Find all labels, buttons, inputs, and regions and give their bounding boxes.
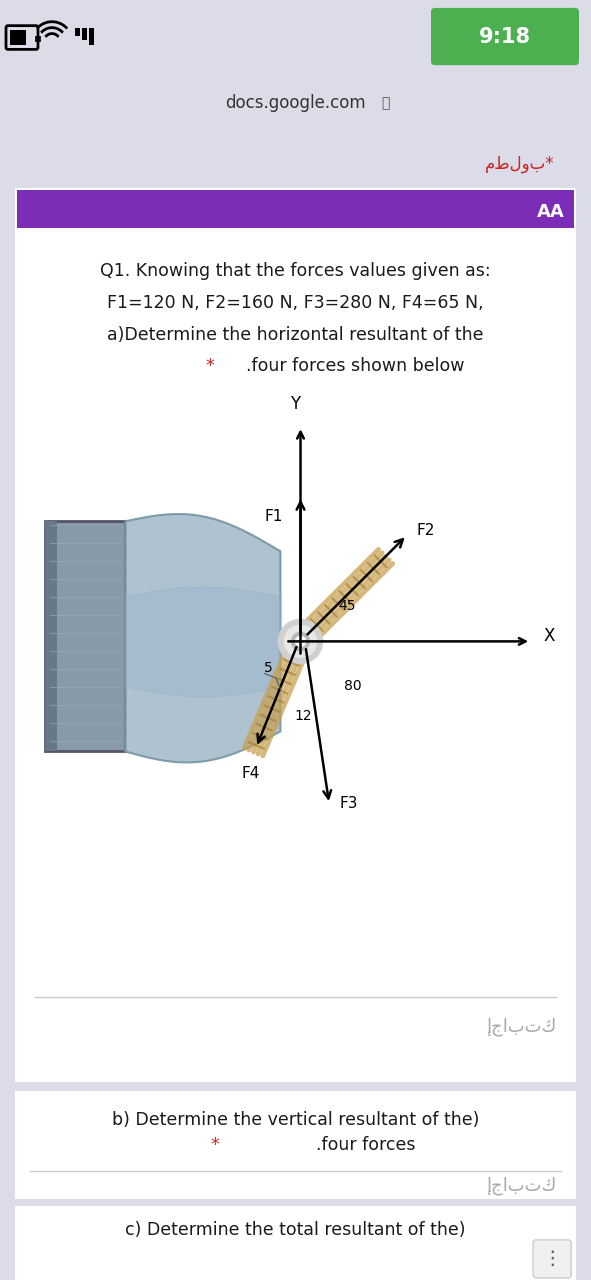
Text: AA: AA [537,204,564,221]
Text: Q1. Knowing that the forces values given as:: Q1. Knowing that the forces values given… [100,262,491,280]
Text: 45: 45 [339,599,356,613]
Text: 9:18: 9:18 [479,27,531,46]
Text: a)Determine the horizontal resultant of the: a)Determine the horizontal resultant of … [107,326,484,344]
FancyBboxPatch shape [7,180,584,1089]
Polygon shape [125,515,281,763]
Text: إجابتك: إجابتك [486,1176,556,1194]
Bar [82,28,87,41]
Bar [17,191,574,228]
Text: .four forces shown below: .four forces shown below [246,357,465,375]
FancyBboxPatch shape [533,1240,571,1277]
Circle shape [291,632,310,650]
Text: ⋮: ⋮ [543,1249,562,1268]
Text: .four forces: .four forces [316,1137,415,1155]
Text: b) Determine the vertical resultant of the): b) Determine the vertical resultant of t… [112,1111,479,1129]
Text: c) Determine the total resultant of the): c) Determine the total resultant of the) [125,1221,466,1239]
Bar [10,29,26,45]
Circle shape [296,636,306,646]
Text: 🔒: 🔒 [381,96,389,110]
Text: إجابتك: إجابتك [486,1018,556,1036]
Circle shape [278,620,323,663]
Text: 5: 5 [264,662,272,675]
Text: مطلوب*: مطلوب* [485,155,555,173]
Text: 12: 12 [294,709,312,723]
Bar [75,28,80,36]
Text: Y: Y [290,396,301,413]
FancyBboxPatch shape [9,1199,582,1280]
Text: docs.google.com: docs.google.com [225,93,365,113]
Bar [45,521,57,751]
FancyBboxPatch shape [9,1084,582,1206]
Text: F1=120 N, F2=160 N, F3=280 N, F4=65 N,: F1=120 N, F2=160 N, F3=280 N, F4=65 N, [107,294,484,312]
Bar [89,28,94,45]
Text: F4: F4 [242,765,261,781]
Text: X: X [543,627,554,645]
Text: *: * [206,357,215,375]
Text: *: * [211,1137,220,1155]
Text: F3: F3 [339,796,358,812]
Bar [45,521,125,751]
Text: F1: F1 [264,509,282,524]
FancyBboxPatch shape [431,8,579,65]
Circle shape [284,626,317,658]
Text: 80: 80 [344,680,362,694]
Text: F2: F2 [417,522,435,538]
